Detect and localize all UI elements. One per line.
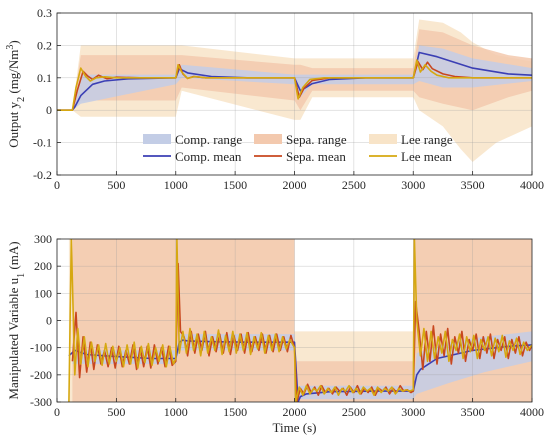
bottom-mean-lines xyxy=(68,239,532,402)
top-chart-panel: 0 500 1000 1500 2000 2500 3000 3500 4000 -0.2 -0.1… xyxy=(5,6,545,192)
top-x-tick-label: 4000 xyxy=(520,178,544,192)
legend-label-comp-range: Comp. range xyxy=(175,132,242,147)
top-x-tick-label: 1000 xyxy=(164,178,188,192)
top-band-sepa-range xyxy=(72,29,532,111)
top-x-tick-label: 0 xyxy=(54,178,60,192)
legend-swatch-comp-range xyxy=(143,134,171,144)
bottom-y-tick-label: -100 xyxy=(30,341,52,355)
top-y-tick-label: 0 xyxy=(46,103,52,117)
bottom-y-tick-label: 300 xyxy=(34,232,52,246)
top-x-tick-label: 3500 xyxy=(461,178,485,192)
top-y-axis-label: Output y2 (mg/Nm3) xyxy=(5,40,27,148)
top-mean-lines xyxy=(57,51,532,111)
bottom-x-tick-label: 2000 xyxy=(283,405,307,419)
bottom-x-tick-label: 3500 xyxy=(461,405,485,419)
bottom-y-tick-label: 100 xyxy=(34,286,52,300)
bottom-y-tick-label: 200 xyxy=(34,259,52,273)
bottom-x-tick-label: 500 xyxy=(107,405,125,419)
top-tick-labels: 0 500 1000 1500 2000 2500 3000 3500 4000 -0.2 -0.1… xyxy=(33,6,544,192)
top-y-tick-label: 0.3 xyxy=(37,6,52,20)
bottom-x-tick-label: 2500 xyxy=(342,405,366,419)
top-y-tick-label: 0.2 xyxy=(37,38,52,52)
bottom-x-tick-label: 1000 xyxy=(164,405,188,419)
top-line-lee-mean xyxy=(57,59,532,111)
bottom-x-tick-label: 3000 xyxy=(401,405,425,419)
legend-label-sepa-range: Sepa. range xyxy=(286,132,347,147)
top-y-tick-label: -0.2 xyxy=(33,168,52,182)
top-y-tick-label: 0.1 xyxy=(37,71,52,85)
top-x-tick-label: 3000 xyxy=(401,178,425,192)
bottom-tick-labels: 0 500 1000 1500 2000 2500 3000 3500 4000-300-200… xyxy=(30,232,544,419)
bottom-y-tick-label: -300 xyxy=(30,395,52,409)
bottom-x-axis-label: Time (s) xyxy=(273,420,317,435)
bottom-line-sepa-mean xyxy=(71,262,532,402)
legend-label-lee-range: Lee range xyxy=(401,132,453,147)
legend-swatch-lee-range xyxy=(369,134,397,144)
bottom-y-tick-label: 0 xyxy=(46,314,52,328)
top-y-tick-label: -0.1 xyxy=(33,136,52,150)
legend-swatch-sepa-range xyxy=(254,134,282,144)
top-x-tick-label: 1500 xyxy=(223,178,247,192)
legend-label-sepa-mean: Sepa. mean xyxy=(286,149,346,164)
top-x-tick-label: 500 xyxy=(107,178,125,192)
bottom-x-tick-label: 0 xyxy=(54,405,60,419)
bottom-x-tick-label: 4000 xyxy=(520,405,544,419)
legend-label-lee-mean: Lee mean xyxy=(401,149,452,164)
bottom-line-lee-mean xyxy=(68,239,532,402)
top-x-tick-label: 2500 xyxy=(342,178,366,192)
bottom-y-axis-label: Manipulated Variable u1 (mA) xyxy=(6,241,27,399)
legend: Comp. range Sepa. range Lee range Comp. mea… xyxy=(143,132,453,164)
top-x-tick-label: 2000 xyxy=(283,178,307,192)
bottom-x-tick-label: 1500 xyxy=(223,405,247,419)
bottom-y-tick-label: -200 xyxy=(30,368,52,382)
bottom-chart-panel: 0 500 1000 1500 2000 2500 3000 3500 4000-300-200… xyxy=(6,232,544,435)
legend-label-comp-mean: Comp. mean xyxy=(175,149,242,164)
